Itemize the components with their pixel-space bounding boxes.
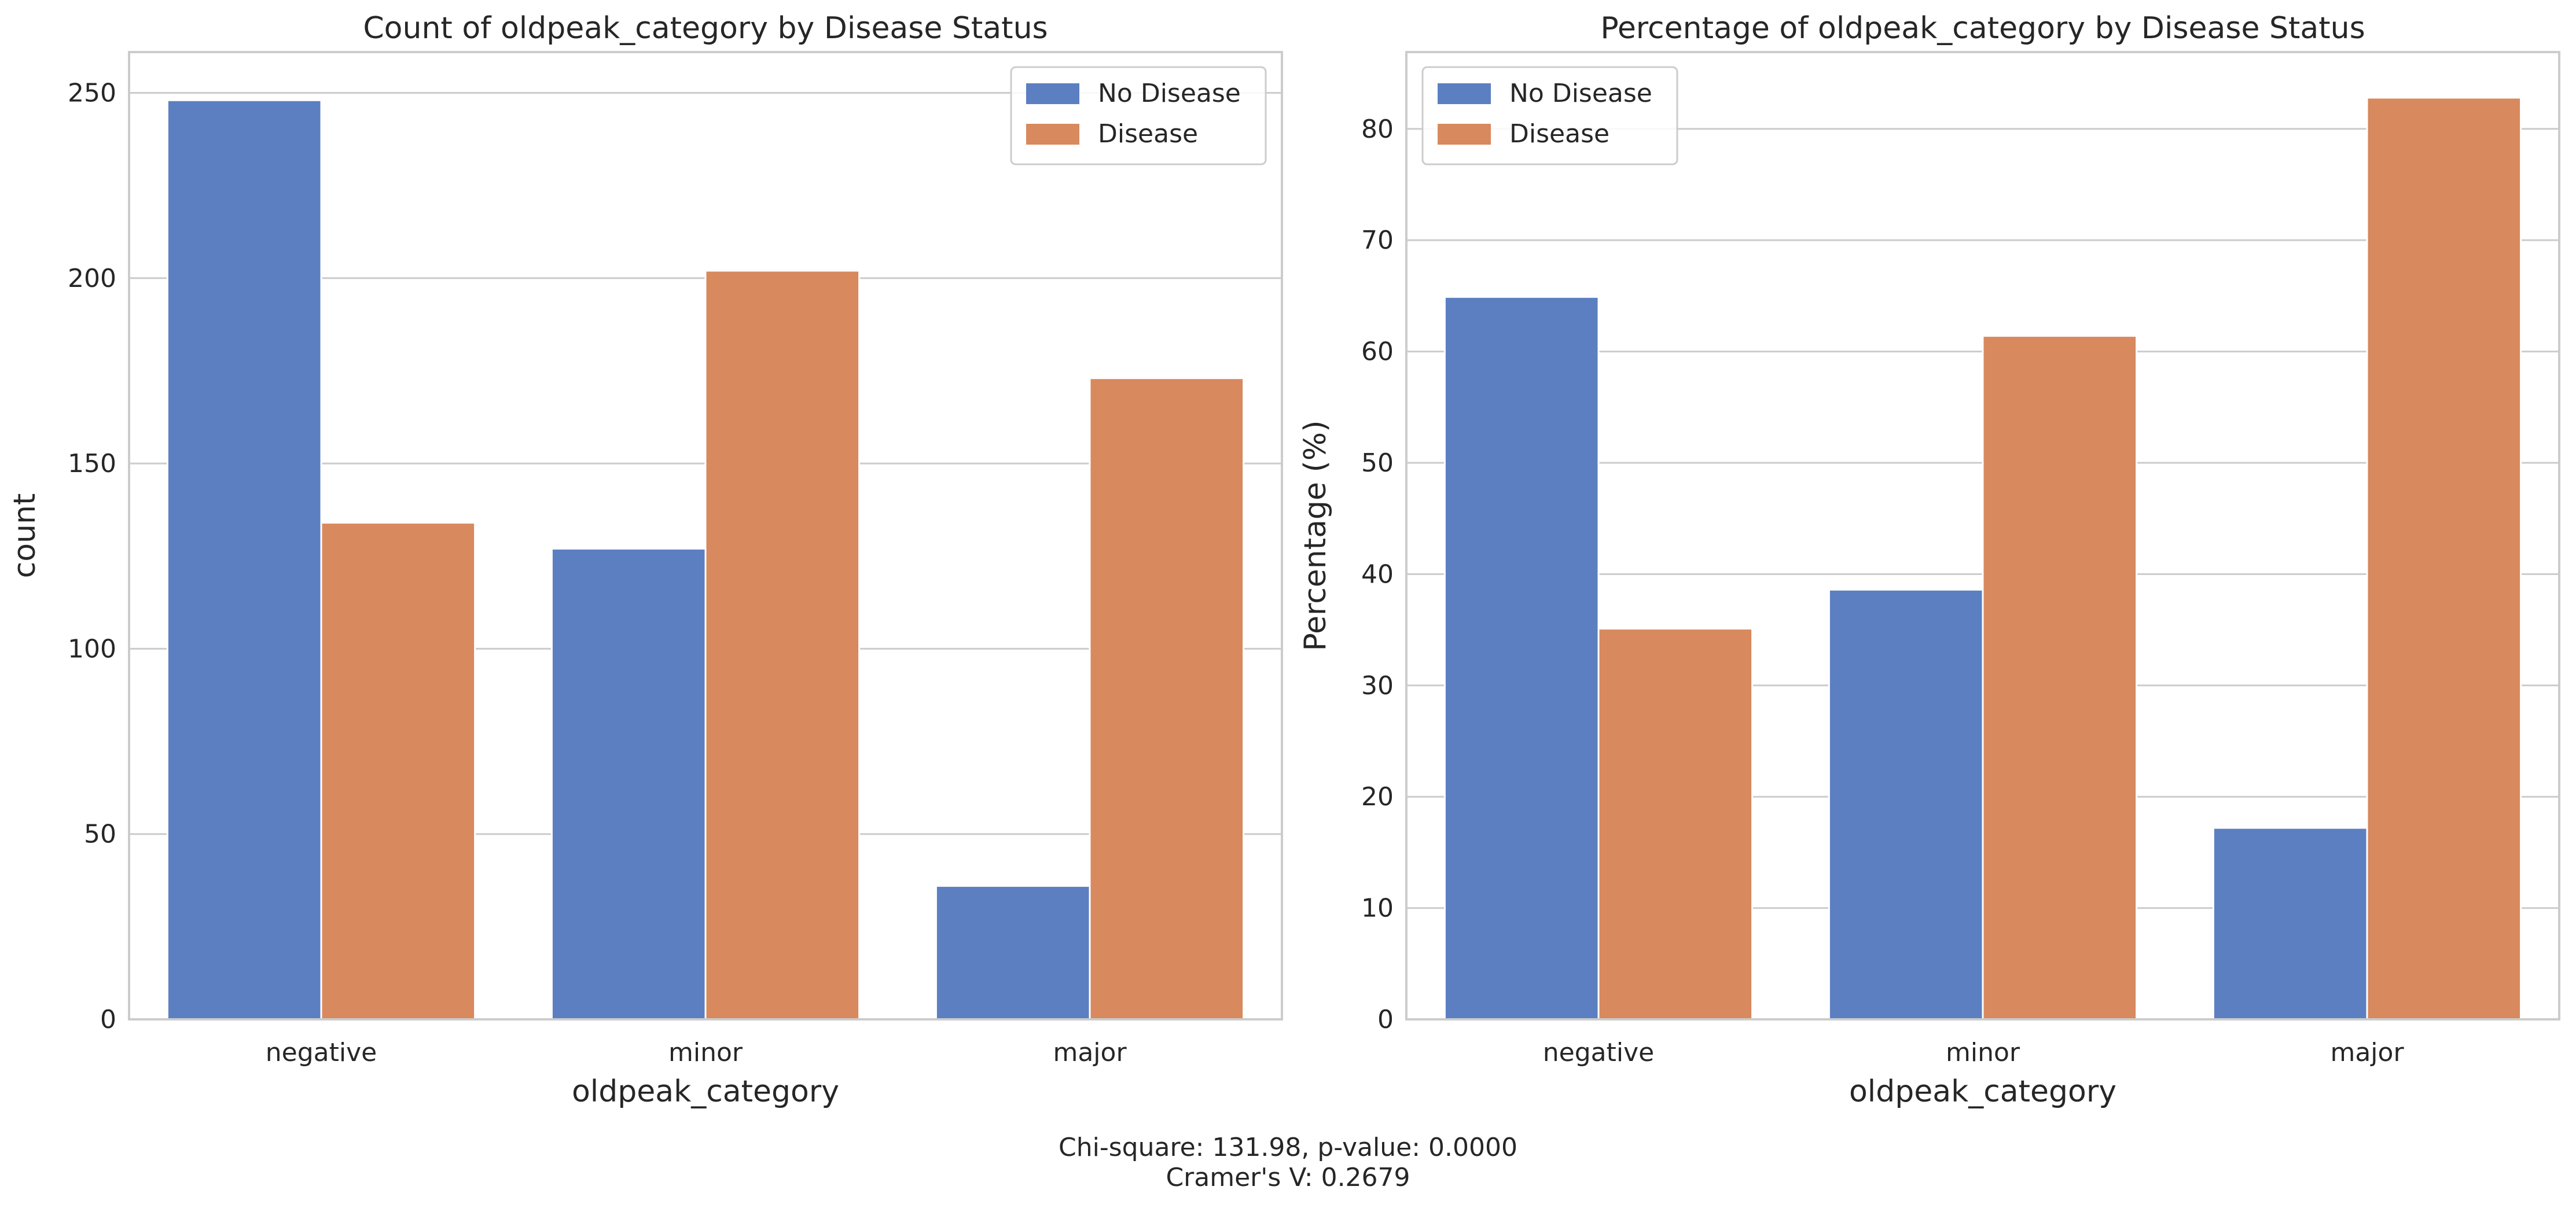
panel2-legend-label: No Disease (1509, 79, 1652, 108)
panel1-xtick-label: major (1053, 1038, 1127, 1067)
panel1-xtick-label: negative (266, 1038, 377, 1067)
panel1-ytick-label: 100 (68, 634, 116, 664)
panel1-legend-label: Disease (1098, 119, 1198, 149)
panel1-legend-swatch-no-disease (1026, 83, 1079, 104)
chi-square-text: Chi-square: 131.98, p-value: 0.0000 (1059, 1133, 1517, 1162)
panel2-bar-disease-major (2366, 97, 2522, 1021)
cramers-v-text: Cramer's V: 0.2679 (1166, 1163, 1410, 1192)
panel1-bar-no-disease-negative (166, 99, 322, 1021)
panel2-axes-frame (1405, 51, 2560, 1021)
panel1-ylabel: count (8, 493, 42, 579)
panel2-legend-swatch-disease (1438, 124, 1491, 145)
panel2-xlabel: oldpeak_category (1849, 1074, 2116, 1109)
panel2-xtick-label: negative (1543, 1038, 1654, 1067)
panel1-legend-label: No Disease (1098, 79, 1241, 108)
panel1-ytick-label: 150 (68, 449, 116, 478)
panel2-ytick-label: 20 (1361, 782, 1394, 812)
panel1-legend-swatch-disease (1026, 124, 1079, 145)
panel2-bar-disease-negative (1597, 628, 1754, 1021)
panel1-ytick-label: 0 (100, 1005, 116, 1034)
panel2-legend-label: Disease (1509, 119, 1609, 149)
panel1-bar-no-disease-minor (550, 547, 707, 1021)
panel2-ytick-label: 0 (1377, 1005, 1394, 1034)
panel2-xtick-label: minor (1946, 1038, 2020, 1067)
panel1-bar-disease-major (1089, 377, 1245, 1021)
panel1-title: Count of oldpeak_category by Disease Sta… (363, 11, 1048, 46)
panel1-axes-frame (128, 51, 1283, 1021)
panel1-ytick-label: 250 (68, 78, 116, 108)
panel2-bar-no-disease-major (2212, 827, 2368, 1021)
panel1-bar-disease-minor (704, 270, 861, 1021)
panel2-ytick-label: 10 (1361, 894, 1394, 923)
panel1-xtick-label: minor (668, 1038, 743, 1067)
panel1-bar-no-disease-major (935, 885, 1091, 1021)
panel2-ytick-label: 50 (1361, 448, 1394, 478)
panel2-legend-swatch-no-disease (1438, 83, 1491, 104)
panel2-ytick-label: 30 (1361, 671, 1394, 701)
panel1-ytick-label: 200 (68, 264, 116, 293)
panel1-xlabel: oldpeak_category (572, 1074, 839, 1109)
panel2-ylabel: Percentage (%) (1298, 420, 1333, 651)
panel2-xtick-label: major (2330, 1038, 2404, 1067)
panel2-ytick-label: 60 (1361, 337, 1394, 367)
panel2-ytick-label: 40 (1361, 559, 1394, 589)
panel1-bar-disease-negative (320, 522, 476, 1021)
panel2-bar-no-disease-negative (1443, 296, 1600, 1021)
panel2-title: Percentage of oldpeak_category by Diseas… (1600, 11, 2365, 46)
panel2-ytick-label: 80 (1361, 115, 1394, 144)
panel2-ytick-label: 70 (1361, 226, 1394, 255)
panel1-ytick-label: 50 (84, 820, 116, 849)
panel2-bar-no-disease-minor (1828, 588, 1984, 1021)
panel2-bar-disease-minor (1982, 335, 2138, 1021)
